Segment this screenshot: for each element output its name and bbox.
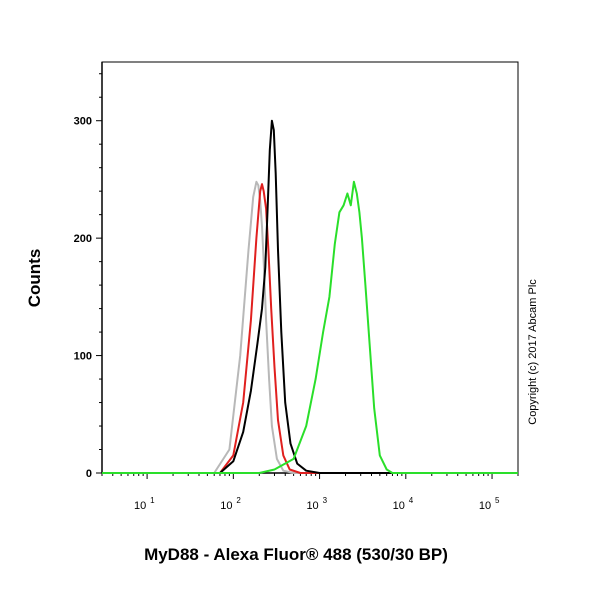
x-tick-exponent: 1 xyxy=(150,496,155,505)
y-tick-label: 0 xyxy=(86,468,92,480)
copyright-annotation: Copyright (c) 2017 Abcam Plc xyxy=(527,279,539,425)
series-line-3 xyxy=(102,119,518,474)
x-tick-base: 10 xyxy=(479,500,491,512)
y-tick-label: 100 xyxy=(74,351,92,363)
x-tick-exponent: 2 xyxy=(236,496,241,505)
x-tick-base: 10 xyxy=(220,500,232,512)
x-tick-base: 10 xyxy=(134,500,146,512)
x-tick-label: 10 1 xyxy=(134,496,155,512)
series-line-4 xyxy=(102,180,518,474)
x-tick-exponent: 3 xyxy=(323,496,328,505)
x-tick-label: 10 3 xyxy=(306,496,327,512)
x-axis-ticks: 10 1 10 2 10 3 10 4 10 5 xyxy=(101,473,519,512)
x-tick-label: 10 5 xyxy=(479,496,500,512)
y-axis-label: Counts xyxy=(25,249,44,308)
series-line-2 xyxy=(102,183,518,474)
x-tick-base: 10 xyxy=(306,500,318,512)
y-axis-ticks: 0 100 200 300 xyxy=(74,73,102,480)
series-line-1 xyxy=(102,180,518,474)
x-tick-base: 10 xyxy=(393,500,405,512)
series-layer xyxy=(102,119,518,474)
y-tick-label: 200 xyxy=(74,233,92,245)
x-tick-exponent: 5 xyxy=(495,496,500,505)
x-tick-label: 10 2 xyxy=(220,496,241,512)
x-tick-label: 10 4 xyxy=(393,496,414,512)
y-tick-label: 300 xyxy=(74,116,92,128)
x-tick-exponent: 4 xyxy=(409,496,414,505)
x-axis-label: MyD88 - Alexa Fluor® 488 (530/30 BP) xyxy=(144,545,448,564)
